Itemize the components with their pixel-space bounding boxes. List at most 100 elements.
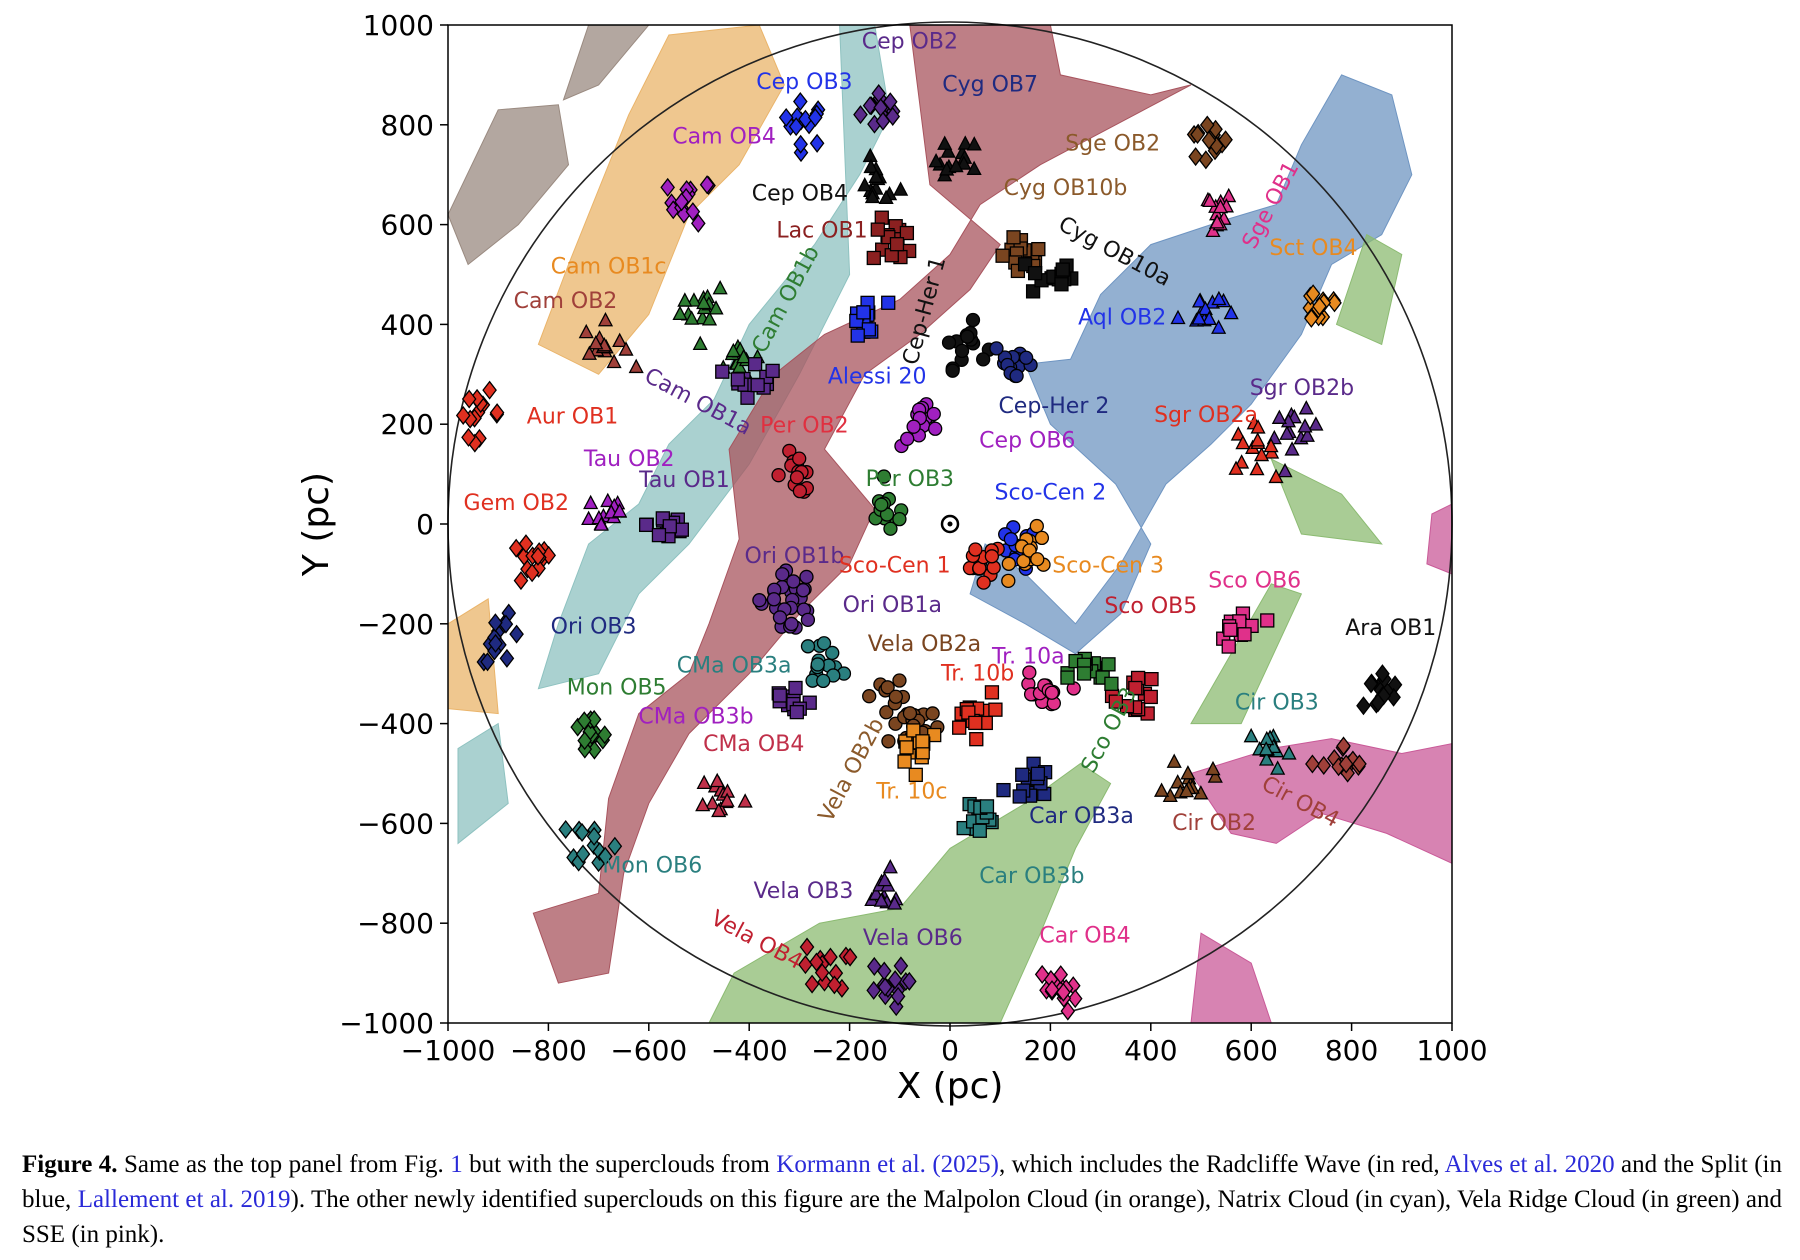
x-axis-label: X (pc) bbox=[897, 1066, 1004, 1107]
association-label: Car OB3b bbox=[979, 864, 1084, 889]
association-label: Sco-Cen 1 bbox=[839, 553, 951, 578]
association-label: Tau OB1 bbox=[638, 468, 730, 493]
marker-diamond bbox=[1067, 989, 1083, 1009]
marker-triangle bbox=[1191, 310, 1207, 325]
x-tick-label: 800 bbox=[1325, 1034, 1378, 1067]
marker-square bbox=[915, 734, 930, 749]
caption-text: but with the superclouds from bbox=[462, 1151, 777, 1178]
marker-circle bbox=[1003, 532, 1019, 547]
marker-diamond bbox=[461, 389, 477, 409]
marker-square bbox=[1221, 639, 1236, 654]
marker-circle bbox=[792, 451, 807, 466]
marker-triangle bbox=[948, 157, 964, 173]
cluster-sgr-ob2a bbox=[1228, 414, 1284, 484]
association-label: Cep-Her 2 bbox=[998, 394, 1109, 419]
marker-circle bbox=[862, 689, 877, 704]
cluster-ara-ob1 bbox=[1356, 664, 1403, 716]
marker-diamond bbox=[1327, 293, 1342, 313]
cluster-car-ob3b bbox=[956, 796, 999, 838]
marker-diamond bbox=[902, 971, 917, 991]
marker-diamond bbox=[577, 731, 592, 751]
marker-triangle bbox=[957, 135, 973, 150]
y-tick-label: 800 bbox=[381, 109, 434, 142]
marker-diamond bbox=[809, 133, 825, 153]
caption-text: ). The other newly identified supercloud… bbox=[22, 1186, 1782, 1248]
ref-link-fig1[interactable]: 1 bbox=[450, 1151, 463, 1178]
marker-diamond bbox=[885, 106, 901, 126]
x-tick-label: 0 bbox=[941, 1034, 959, 1067]
marker-circle bbox=[902, 706, 918, 721]
ref-link-alves[interactable]: Alves et al. 2020 bbox=[1444, 1151, 1615, 1178]
figure-caption: Figure 4. Same as the top panel from Fig… bbox=[22, 1147, 1782, 1252]
cluster-cep-ob6 bbox=[894, 397, 943, 454]
marker-triangle bbox=[1250, 432, 1266, 447]
association-label: Cir OB2 bbox=[1172, 811, 1256, 836]
marker-triangle bbox=[1271, 409, 1287, 424]
marker-triangle bbox=[1308, 416, 1324, 431]
association-label: Cam OB1c bbox=[551, 255, 667, 280]
marker-square bbox=[772, 688, 787, 703]
marker-circle bbox=[888, 689, 903, 704]
marker-diamond bbox=[1218, 130, 1233, 150]
marker-diamond bbox=[530, 546, 546, 566]
marker-square bbox=[1101, 657, 1116, 672]
y-tick-label: −200 bbox=[357, 608, 434, 641]
marker-triangle bbox=[612, 332, 628, 348]
marker-triangle bbox=[868, 168, 884, 183]
cloud-sse bbox=[1190, 932, 1272, 1023]
marker-circle bbox=[879, 705, 894, 720]
marker-square bbox=[1237, 627, 1252, 642]
marker-diamond bbox=[576, 711, 592, 731]
marker-circle bbox=[1018, 350, 1034, 365]
cluster-sco-ob5 bbox=[1104, 670, 1159, 721]
cluster-vela-ob3 bbox=[864, 859, 904, 910]
marker-square bbox=[1031, 241, 1046, 257]
marker-square bbox=[1054, 277, 1069, 292]
marker-diamond bbox=[509, 624, 524, 644]
association-label: Cam OB4 bbox=[672, 124, 776, 149]
x-tick-label: 600 bbox=[1224, 1034, 1277, 1067]
association-label: Cep OB4 bbox=[752, 182, 848, 207]
marker-square bbox=[1012, 789, 1027, 804]
marker-circle bbox=[752, 593, 767, 608]
marker-circle bbox=[772, 610, 788, 625]
marker-diamond bbox=[482, 380, 497, 400]
marker-diamond bbox=[1312, 296, 1327, 316]
cluster-lac-ob1 bbox=[866, 210, 917, 266]
marker-square bbox=[1027, 266, 1043, 281]
ref-link-lallement[interactable]: Lallement et al. 2019 bbox=[77, 1186, 291, 1213]
ref-link-kormann[interactable]: Kormann et al. (2025) bbox=[776, 1151, 999, 1178]
cluster-sco-ob6 bbox=[1216, 606, 1275, 654]
cloud-malpolon bbox=[537, 25, 785, 375]
marker-triangle bbox=[1202, 192, 1218, 208]
association-label: Cir OB3 bbox=[1235, 691, 1319, 716]
marker-triangle bbox=[1284, 441, 1300, 456]
association-label: Sco OB5 bbox=[1104, 594, 1197, 619]
marker-triangle bbox=[1201, 310, 1217, 326]
marker-diamond bbox=[842, 947, 858, 967]
marker-diamond bbox=[1316, 755, 1332, 775]
marker-triangle bbox=[1191, 293, 1208, 308]
x-tick-label: 1000 bbox=[1416, 1034, 1487, 1067]
association-label: Car OB4 bbox=[1039, 924, 1130, 949]
caption-text: and the Split (in blue, bbox=[22, 1151, 1782, 1213]
cluster-cam-ob4 bbox=[660, 175, 716, 233]
marker-triangle bbox=[583, 494, 599, 510]
y-tick-label: −1000 bbox=[339, 1007, 434, 1040]
association-label: Sco-Cen 2 bbox=[995, 481, 1107, 506]
marker-triangle bbox=[1249, 460, 1265, 476]
marker-circle bbox=[976, 352, 991, 367]
cluster-sgr-ob2b bbox=[1266, 400, 1324, 478]
marker-triangle bbox=[857, 177, 873, 192]
cluster-tau-ob1 bbox=[639, 511, 689, 544]
association-label: Sco-Cen 3 bbox=[1052, 553, 1164, 578]
marker-square bbox=[730, 372, 746, 387]
cluster-cma-ob3a bbox=[800, 636, 852, 689]
y-tick-label: 400 bbox=[381, 308, 434, 341]
marker-diamond bbox=[1199, 115, 1215, 135]
marker-diamond bbox=[1190, 125, 1205, 145]
cloud-vela-ridge bbox=[1270, 458, 1383, 545]
marker-diamond bbox=[1356, 696, 1371, 716]
cloud-vela-ridge bbox=[1335, 233, 1403, 346]
marker-triangle bbox=[1170, 309, 1186, 325]
